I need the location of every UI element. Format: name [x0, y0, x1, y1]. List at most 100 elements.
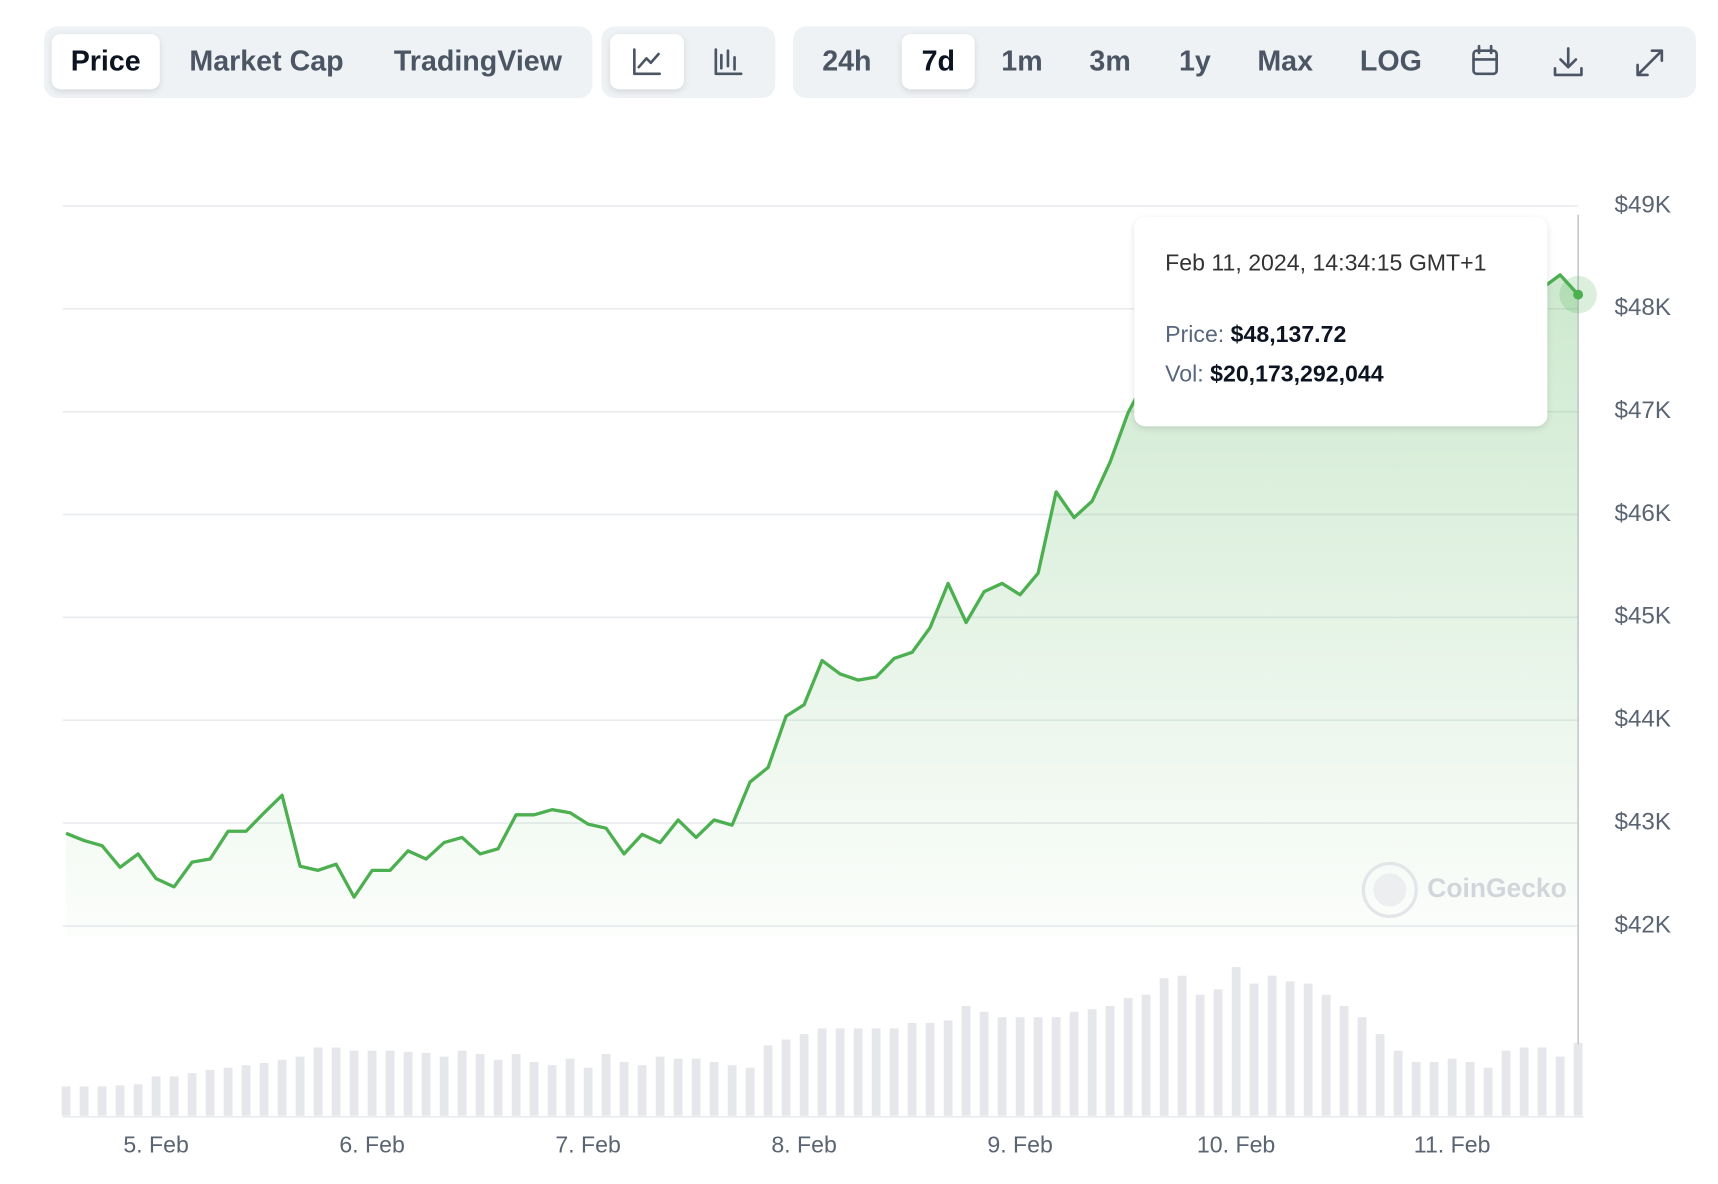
download-button[interactable]: [1553, 47, 1583, 77]
volume-bar: [1195, 994, 1205, 1116]
volume-bar: [1447, 1058, 1457, 1116]
tooltip-vol-row: Vol: $20,173,292,044: [1165, 361, 1384, 387]
volume-bar: [1465, 1061, 1475, 1116]
price-area: [66, 274, 1579, 937]
range-1m[interactable]: 1m: [1001, 45, 1042, 77]
volume-bar: [295, 1056, 305, 1116]
volume-bar: [799, 1034, 809, 1116]
volume-bar: [781, 1039, 791, 1116]
volume-bar: [1177, 975, 1187, 1116]
volume-bar: [1573, 1042, 1583, 1116]
volume-bar: [727, 1065, 737, 1116]
fullscreen-button[interactable]: [1636, 49, 1664, 77]
volume-bar: [1033, 1017, 1043, 1116]
volume-bar: [1519, 1047, 1529, 1116]
line-chart-button[interactable]: [633, 48, 661, 76]
volume-bar: [1357, 1017, 1367, 1116]
tab-price[interactable]: Price: [71, 45, 141, 77]
volume-bar: [961, 1006, 971, 1116]
y-tick-label: $49K: [1614, 191, 1671, 218]
volume-bar: [439, 1056, 449, 1116]
volume-bar: [511, 1054, 521, 1116]
volume-bar: [925, 1022, 935, 1116]
volume-bar: [853, 1028, 863, 1116]
volume-bar: [349, 1050, 359, 1116]
volume-bar: [889, 1028, 899, 1116]
y-tick-label: $46K: [1614, 500, 1671, 527]
candle-chart-button[interactable]: [714, 48, 743, 76]
volume-bar: [979, 1011, 989, 1116]
volume-bar: [997, 1017, 1007, 1116]
volume-bar: [1213, 989, 1223, 1116]
y-tick-label: $43K: [1614, 808, 1671, 835]
volume-bar: [1321, 994, 1331, 1116]
volume-bar: [673, 1058, 683, 1116]
volume-bar: [385, 1050, 395, 1116]
volume-bar: [547, 1065, 557, 1116]
y-tick-label: $42K: [1614, 911, 1671, 938]
range-group: [792, 26, 1696, 99]
tooltip-datetime: Feb 11, 2024, 14:34:15 GMT+1: [1165, 249, 1486, 275]
volume-bar: [97, 1086, 107, 1116]
hover-point: [1573, 289, 1584, 300]
tab-market-cap[interactable]: Market Cap: [189, 45, 343, 77]
volume-bar: [1069, 1011, 1079, 1116]
volume-bar: [637, 1065, 647, 1116]
volume-bar: [151, 1076, 161, 1116]
volume-bar: [835, 1028, 845, 1116]
range-3m[interactable]: 3m: [1089, 45, 1130, 77]
volume-bar: [1483, 1067, 1493, 1116]
volume-bar: [709, 1061, 719, 1116]
volume-bars: [61, 967, 1583, 1116]
x-tick-label: 11. Feb: [1414, 1132, 1491, 1158]
volume-bar: [1303, 983, 1313, 1116]
volume-bar: [1141, 994, 1151, 1116]
volume-bar: [169, 1076, 179, 1116]
view-group: [44, 26, 593, 99]
calendar-button[interactable]: [1472, 44, 1498, 76]
watermark: CoinGecko: [1361, 861, 1567, 919]
volume-bar: [187, 1073, 197, 1116]
volume-bar: [1051, 1017, 1061, 1116]
volume-bar: [457, 1050, 467, 1116]
y-tick-label: $47K: [1614, 397, 1671, 424]
range-max[interactable]: Max: [1257, 45, 1313, 77]
tooltip-vol-key: Vol:: [1165, 361, 1204, 387]
volume-bar: [1123, 998, 1133, 1116]
watermark-text: CoinGecko: [1427, 873, 1566, 903]
range-1y[interactable]: 1y: [1179, 45, 1211, 77]
range-7d[interactable]: 7d: [922, 45, 955, 77]
volume-bar: [1429, 1061, 1439, 1116]
tooltip-price-key: Price:: [1165, 321, 1224, 347]
watermark-logo: [1373, 873, 1407, 907]
y-tick-label: $44K: [1614, 706, 1671, 733]
volume-bar: [79, 1086, 89, 1116]
volume-bar: [1267, 975, 1277, 1116]
volume-bar: [223, 1067, 233, 1116]
active-tab: [610, 34, 684, 90]
volume-bar: [1231, 967, 1241, 1116]
volume-bar: [655, 1056, 665, 1116]
volume-bar: [583, 1067, 593, 1116]
volume-bar: [1015, 1017, 1025, 1116]
tooltip-price-value: $48,137.72: [1231, 321, 1347, 347]
tooltip-vol-value: $20,173,292,044: [1210, 361, 1384, 387]
active-tab: [901, 34, 975, 90]
volume-bar: [1285, 981, 1295, 1116]
volume-bar: [871, 1028, 881, 1116]
volume-bar: [1159, 978, 1169, 1116]
volume-bar: [907, 1022, 917, 1116]
volume-bar: [475, 1054, 485, 1116]
volume-bar: [61, 1086, 71, 1116]
log-toggle[interactable]: LOG: [1360, 45, 1422, 77]
range-24h[interactable]: 24h: [822, 45, 871, 77]
tooltip: Feb 11, 2024, 14:34:15 GMT+1 Price: $48,…: [1134, 216, 1548, 427]
volume-bar: [565, 1058, 575, 1116]
x-tick-label: 5. Feb: [123, 1132, 189, 1158]
volume-bar: [1411, 1061, 1421, 1116]
tab-tradingview[interactable]: TradingView: [394, 45, 563, 77]
volume-bar: [1105, 1006, 1115, 1116]
volume-bar: [1393, 1050, 1403, 1116]
